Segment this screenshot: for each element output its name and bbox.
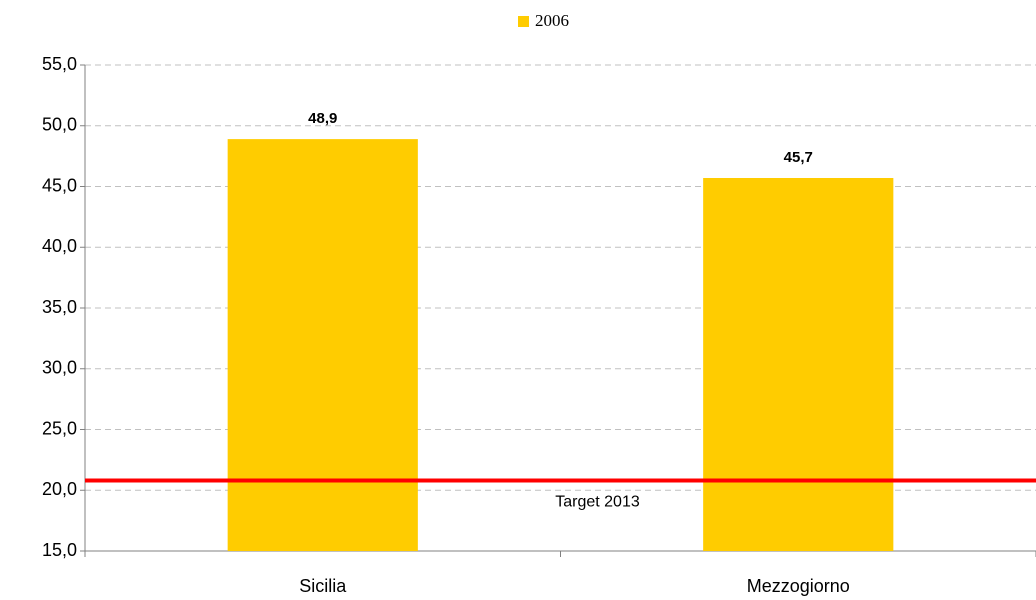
y-tick-label: 45,0 [42, 175, 77, 195]
value-label: 45,7 [784, 149, 813, 166]
bar [703, 177, 894, 551]
target-label: Target 2013 [555, 494, 640, 511]
y-tick-label: 40,0 [42, 236, 77, 256]
y-tick-label: 35,0 [42, 297, 77, 317]
x-tick-label: Sicilia [299, 576, 347, 596]
y-tick-label: 20,0 [42, 479, 77, 499]
y-tick-label: 50,0 [42, 115, 77, 135]
y-tick-label: 30,0 [42, 358, 77, 378]
value-label: 48,9 [308, 110, 337, 127]
bar [227, 139, 418, 552]
y-tick-label: 55,0 [42, 54, 77, 74]
y-tick-label: 25,0 [42, 418, 77, 438]
legend-label: 2006 [535, 11, 569, 30]
legend-swatch [518, 16, 529, 27]
y-tick-label: 15,0 [42, 540, 77, 560]
x-tick-label: Mezzogiorno [747, 576, 850, 596]
